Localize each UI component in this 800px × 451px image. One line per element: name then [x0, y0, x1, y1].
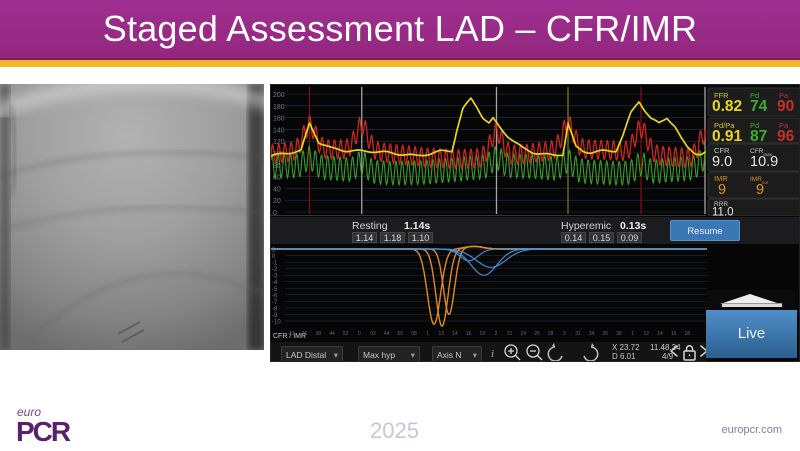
svg-text:200: 200 [273, 92, 285, 99]
svg-text:14: 14 [657, 331, 663, 337]
svg-text:0.82: 0.82 [712, 98, 742, 115]
svg-text:18: 18 [685, 331, 691, 337]
svg-text:52: 52 [343, 331, 349, 337]
svg-text:-1: -1 [272, 261, 278, 267]
svg-text:-5: -5 [272, 287, 278, 293]
svg-text:74: 74 [750, 98, 768, 115]
svg-text:1: 1 [631, 331, 634, 337]
svg-text:3: 3 [563, 331, 566, 337]
svg-text:44: 44 [384, 331, 390, 337]
svg-text:0: 0 [273, 210, 277, 216]
svg-text:16: 16 [671, 331, 677, 337]
svg-text:21: 21 [507, 331, 513, 337]
svg-text:-6: -6 [272, 293, 278, 299]
svg-text:-3: -3 [272, 274, 278, 280]
svg-text:11.0: 11.0 [712, 207, 734, 217]
svg-text:-9: -9 [272, 313, 278, 319]
svg-text:14: 14 [452, 331, 458, 337]
svg-text:36: 36 [603, 331, 609, 337]
svg-text:90: 90 [777, 98, 794, 115]
svg-text:-4: -4 [272, 280, 278, 286]
svg-text:1: 1 [426, 331, 429, 337]
svg-text:44: 44 [329, 331, 335, 337]
svg-text:140: 140 [273, 127, 285, 134]
svg-text:i: i [491, 348, 494, 360]
svg-text:56: 56 [398, 331, 404, 337]
svg-text:9.0: 9.0 [712, 154, 732, 170]
svg-text:38: 38 [316, 331, 322, 337]
svg-text:-10: -10 [272, 320, 281, 326]
svg-text:PCR: PCR [17, 416, 71, 446]
svg-text:08: 08 [411, 331, 417, 337]
svg-text:96: 96 [777, 128, 795, 145]
svg-text:0.91: 0.91 [712, 128, 743, 145]
svg-text:24: 24 [521, 331, 527, 337]
svg-text:9: 9 [756, 182, 764, 198]
svg-text:160: 160 [273, 116, 285, 123]
svg-text:87: 87 [750, 128, 767, 145]
svg-text:-2: -2 [272, 267, 278, 273]
svg-text:34: 34 [589, 331, 595, 337]
svg-text:2: 2 [495, 331, 498, 337]
svg-text:-8: -8 [272, 306, 278, 312]
svg-text:0: 0 [272, 254, 276, 260]
svg-text:20: 20 [273, 198, 281, 205]
svg-text:02: 02 [370, 331, 376, 337]
svg-text:16: 16 [466, 331, 472, 337]
svg-text:28: 28 [548, 331, 554, 337]
svg-text:40: 40 [273, 186, 281, 193]
svg-text:10.9: 10.9 [750, 154, 778, 170]
svg-text:-7: -7 [272, 300, 278, 306]
svg-text:0: 0 [358, 331, 361, 337]
svg-text:13: 13 [439, 331, 445, 337]
svg-text:26: 26 [534, 331, 540, 337]
svg-text:31: 31 [575, 331, 581, 337]
svg-text:180: 180 [273, 104, 285, 111]
svg-text:19: 19 [480, 331, 486, 337]
svg-text:9: 9 [718, 182, 726, 198]
svg-text:12: 12 [644, 331, 650, 337]
svg-text:38: 38 [616, 331, 622, 337]
